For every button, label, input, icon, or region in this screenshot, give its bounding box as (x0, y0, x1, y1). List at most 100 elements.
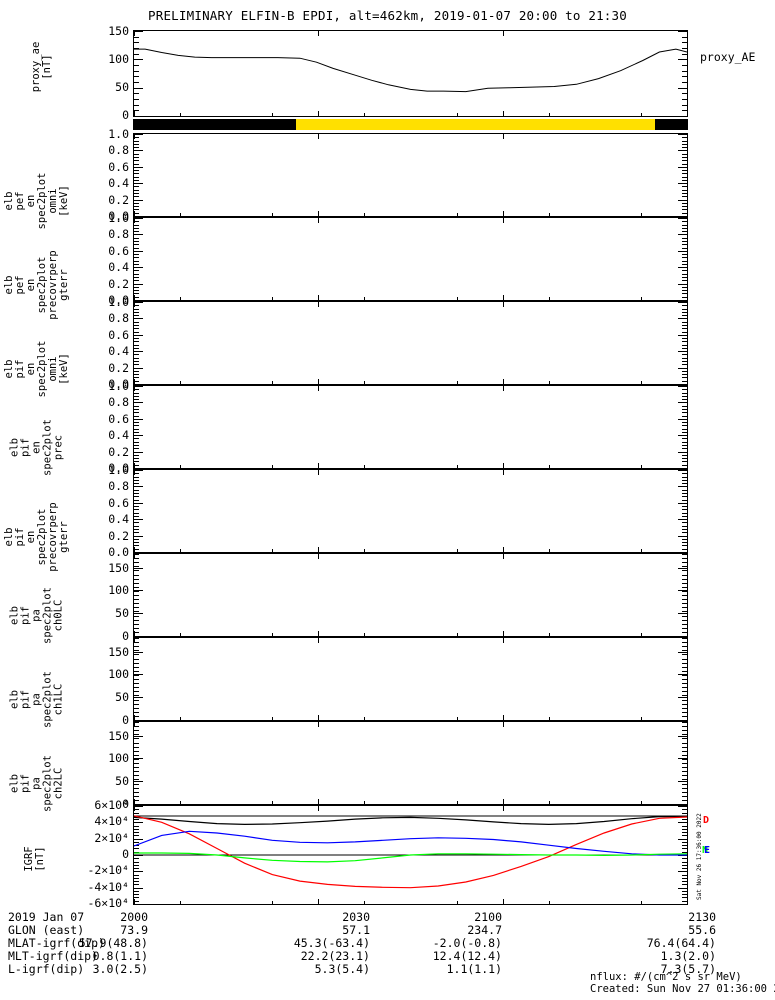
panel-pif-pa-ch0lc-ytick-150: 150 (108, 560, 129, 575)
panel-igrf-ytick-2: -2×10⁴ (87, 863, 129, 878)
panel-pef-en-omni-ytick-0-8: 0.8 (108, 143, 129, 158)
page-title: PRELIMINARY ELFIN-B EPDI, alt=462km, 201… (148, 8, 627, 23)
panel-pif-en-precovrperp-gterr-ytick-1-0: 1.0 (108, 463, 129, 477)
panel-proxy-ae (133, 30, 688, 117)
panel-pef-en-omni-ytick-0-0: 0.0 (108, 209, 129, 223)
creation-side-text: Sat Nov 26 17:36:00 2022 (696, 813, 703, 900)
panel-pif-en-prec-ytick-1-0: 1.0 (108, 379, 129, 393)
table-row-label: L-igrf(dip) (8, 962, 85, 976)
panel-pif-pa-ch0lc-ytick-0: 0 (122, 629, 129, 643)
proxy-ae-series-label: proxy_AE (700, 50, 756, 64)
panel-pef-en-precovrperp-gterr-ytick-0-0: 0.0 (108, 293, 129, 307)
panel-proxy-ae-ytick-50: 50 (115, 80, 129, 94)
panel-pef-en-precovrperp-gterr (133, 217, 688, 301)
table-cell: 3.0(2.5) (92, 962, 148, 976)
table-cell: 22.2(23.1) (300, 949, 370, 963)
igrf-plot (134, 806, 687, 904)
panel-pef-en-precovrperp-gterr-ytick-0-6: 0.6 (108, 243, 129, 258)
table-cell: -2.0(-0.8) (432, 936, 502, 950)
panel-proxy-ae-ytick-0: 0 (122, 108, 129, 122)
table-cell: 2000 (120, 910, 148, 924)
panel-pif-en-precovrperp-gterr-ytick-0-2: 0.2 (108, 528, 129, 543)
panel-pif-pa-ch1lc-ytick-150: 150 (108, 644, 129, 659)
panel-pif-en-prec (133, 385, 688, 469)
panel-pif-pa-ch2lc (133, 721, 688, 805)
panel-pef-en-omni-ytick-0-2: 0.2 (108, 192, 129, 207)
panel-pef-en-precovrperp-gterr-ytick-0-2: 0.2 (108, 276, 129, 291)
panel-pif-en-prec-ytick-0-8: 0.8 (108, 395, 129, 410)
panel-igrf-ytick-4: 2×10⁴ (94, 830, 129, 845)
table-cell: 2130 (688, 910, 716, 924)
panel-pef-en-precovrperp-gterr-ytick-1-0: 1.0 (108, 211, 129, 225)
created-timestamp: Created: Sun Nov 27 01:36:00 2022 (590, 983, 775, 995)
panel-igrf-ytick-6: 6×10⁴ (94, 798, 129, 812)
panel-pif-pa-ch2lc-ytick-100: 100 (108, 751, 129, 766)
flux-units-note: nflux: #/(cm^2 s sr MeV) (590, 971, 742, 983)
table-cell: 5.3(5.4) (314, 962, 370, 976)
panel-igrf-ylabel: IGRF [nT] (23, 846, 46, 872)
igrf-legend-n: N (702, 845, 709, 856)
panel-pif-pa-ch0lc-ytick-100: 100 (108, 583, 129, 598)
panel-pef-en-precovrperp-gterr-ytick-0-8: 0.8 (108, 227, 129, 242)
panel-pif-en-precovrperp-gterr-ytick-0-8: 0.8 (108, 479, 129, 494)
panel-pif-pa-ch1lc (133, 637, 688, 721)
panel-pif-pa-ch1lc-ytick-50: 50 (115, 690, 129, 705)
panel-pif-en-prec-ytick-0-2: 0.2 (108, 444, 129, 459)
proxy-ae-plot (134, 31, 687, 116)
table-cell: 234.7 (467, 923, 502, 937)
panel-pif-en-omni-ytick-0-8: 0.8 (108, 311, 129, 326)
panel-pif-en-prec-ytick-0-0: 0.0 (108, 461, 129, 475)
panel-pef-en-omni-ytick-0-6: 0.6 (108, 159, 129, 174)
panel-pif-pa-ch1lc-ytick-100: 100 (108, 667, 129, 682)
panel-pef-en-precovrperp-gterr-ytick-0-4: 0.4 (108, 260, 129, 275)
table-cell: 12.4(12.4) (432, 949, 502, 963)
panel-pif-en-precovrperp-gterr-ytick-0-4: 0.4 (108, 512, 129, 527)
panel-pif-en-prec-ytick-0-4: 0.4 (108, 428, 129, 443)
panel-pif-en-prec-ytick-0-6: 0.6 (108, 411, 129, 426)
panel-igrf (133, 805, 688, 905)
panel-pif-pa-ch0lc-ytick-50: 50 (115, 606, 129, 621)
panel-proxy-ae-ytick-150: 150 (108, 24, 129, 38)
panel-pif-pa-ch2lc-ytick-150: 150 (108, 728, 129, 743)
panel-pif-en-precovrperp-gterr-ytick-0-6: 0.6 (108, 495, 129, 510)
panel-pif-en-omni-ytick-0-0: 0.0 (108, 377, 129, 391)
panel-pif-en-omni-ytick-1-0: 1.0 (108, 295, 129, 309)
table-cell: 73.9 (120, 923, 148, 937)
panel-pef-en-omni-ytick-1-0: 1.0 (108, 127, 129, 141)
igrf-legend-e: E (704, 845, 711, 856)
table-cell: 57.1 (342, 923, 370, 937)
table-cell: 2030 (342, 910, 370, 924)
panel-pif-pa-ch1lc-ytick-0: 0 (122, 713, 129, 727)
panel-proxy-ae-ytick-100: 100 (108, 52, 129, 66)
table-cell: 45.3(-63.4) (293, 936, 370, 950)
panel-pif-en-precovrperp-gterr (133, 469, 688, 553)
panel-igrf-ytick-0: -6×10⁴ (87, 896, 129, 910)
panel-pif-pa-ch0lc (133, 553, 688, 637)
table-cell: 2100 (474, 910, 502, 924)
panel-pif-en-omni (133, 301, 688, 385)
panel-pef-en-omni-ytick-0-4: 0.4 (108, 176, 129, 191)
panel-pef-en-omni (133, 133, 688, 217)
table-cell: 57.9(48.8) (78, 936, 148, 950)
panel-proxy-ae-ylabel: proxy_ae [nT] (30, 41, 53, 93)
table-cell: 1.3(2.0) (660, 949, 716, 963)
panel-pif-pa-ch2lc-ytick-50: 50 (115, 774, 129, 789)
table-cell: 76.4(64.4) (646, 936, 716, 950)
table-cell: 7.3(5.7) (660, 962, 716, 976)
table-row-label: MLT-igrf(dip) (8, 949, 99, 963)
panel-igrf-ytick-5: 4×10⁴ (94, 814, 129, 829)
igrf-legend-d: D (703, 815, 710, 826)
panel-pif-en-precovrperp-gterr-ytick-0-0: 0.0 (108, 545, 129, 559)
panel-pif-en-omni-ytick-0-6: 0.6 (108, 327, 129, 342)
table-row-label: GLON (east) (8, 923, 85, 937)
table-cell: 1.1(1.1) (446, 962, 502, 976)
table-row-label: MLAT-igrf(dip) (8, 936, 105, 950)
day-segment (296, 119, 656, 130)
table-cell: 0.8(1.1) (92, 949, 148, 963)
table-cell: 55.6 (688, 923, 716, 937)
table-row-label: 2019 Jan 07 (8, 910, 85, 924)
panel-pif-en-omni-ytick-0-4: 0.4 (108, 344, 129, 359)
day-night-bar (133, 119, 688, 130)
panel-pif-en-omni-ytick-0-2: 0.2 (108, 360, 129, 375)
panel-igrf-ytick-3: 0 (122, 847, 129, 861)
